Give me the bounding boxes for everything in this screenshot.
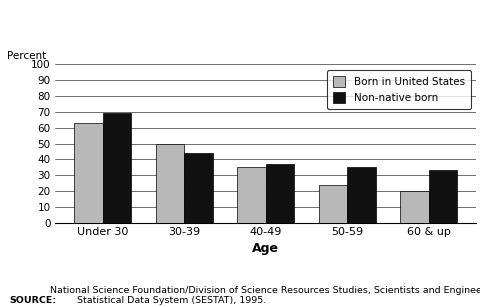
- Bar: [318, 185, 347, 223]
- Text: National Science Foundation/Division of Science Resources Studies, Scientists an: National Science Foundation/Division of …: [44, 286, 480, 305]
- Text: Percent: Percent: [7, 51, 46, 61]
- Bar: [103, 114, 131, 223]
- Bar: [399, 191, 428, 223]
- X-axis label: Age: Age: [252, 242, 279, 255]
- Text: Figure 1.  Percentage of U.S. engineers with at least one parent with a bachelor: Figure 1. Percentage of U.S. engineers w…: [0, 14, 480, 45]
- Bar: [347, 167, 375, 223]
- Bar: [265, 164, 294, 223]
- Legend: Born in United States, Non-native born: Born in United States, Non-native born: [326, 70, 470, 109]
- Bar: [428, 170, 456, 223]
- Bar: [237, 167, 265, 223]
- Bar: [156, 143, 184, 223]
- Text: SOURCE:: SOURCE:: [10, 297, 57, 305]
- Bar: [184, 153, 212, 223]
- Bar: [74, 123, 103, 223]
